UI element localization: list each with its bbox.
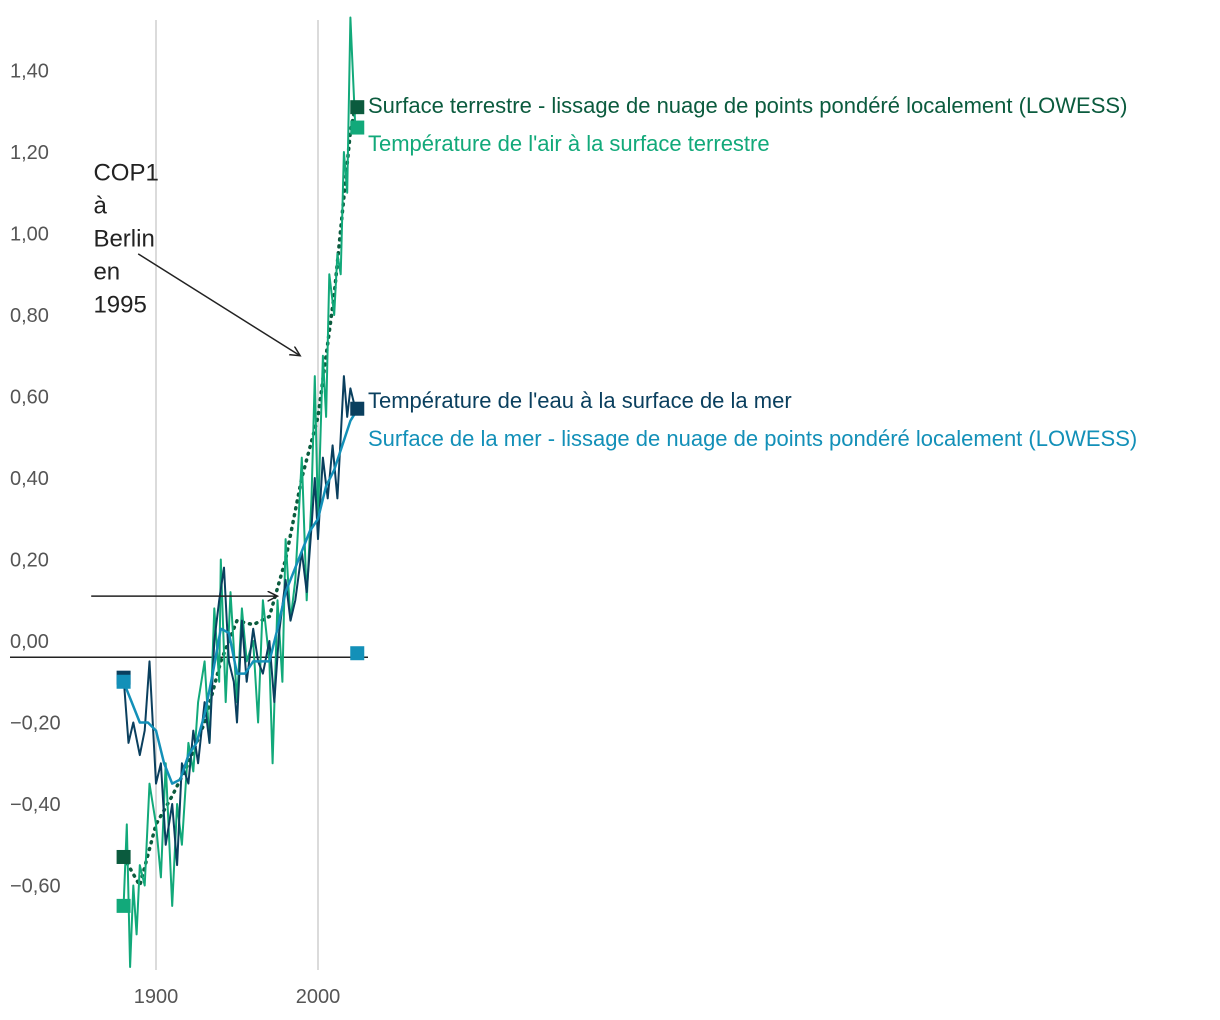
y-tick-label: 0,20 <box>10 550 49 572</box>
series-lines <box>121 16 358 968</box>
series-line-1 <box>122 16 357 968</box>
y-tick-label: 1,00 <box>10 224 49 246</box>
series-markers <box>116 100 365 913</box>
series-line-2 <box>122 375 357 867</box>
series-line-3 <box>122 411 357 785</box>
y-tick-label: −0,20 <box>10 713 61 735</box>
series-start-marker-0 <box>116 849 131 864</box>
x-tick-label: 1900 <box>134 986 179 1008</box>
y-tick-label: 0,80 <box>10 305 49 327</box>
y-tick-label: 1,40 <box>10 61 49 83</box>
legend-label-3: Surface de la mer - lissage de nuage de … <box>368 426 1137 451</box>
series-end-marker-0 <box>350 100 365 115</box>
y-tick-label: 0,60 <box>10 387 49 409</box>
legend-label-2: Température de l'eau à la surface de la … <box>368 388 792 413</box>
y-axis: 1,40 1,20 1,00 0,80 0,60 0,40 0,20 0,00 −0,20 −0,… <box>10 61 61 898</box>
annotations: COP1 à Berlin en 1995 <box>91 159 300 596</box>
legend-label-0: Surface terrestre - lissage de nuage de … <box>368 93 1127 118</box>
series-start-marker-1 <box>116 898 131 913</box>
series-end-marker-2 <box>350 401 365 416</box>
x-tick-label: 2000 <box>296 986 341 1008</box>
series-start-marker-3 <box>116 674 131 689</box>
legend-label-1: Température de l'air à la surface terres… <box>368 131 770 156</box>
legend: Surface terrestre - lissage de nuage de … <box>368 93 1137 451</box>
series-end-marker-3 <box>350 646 365 661</box>
y-tick-label: 0,40 <box>10 468 49 490</box>
y-tick-label: 1,20 <box>10 142 49 164</box>
annotation-cop1: COP1 à Berlin en 1995 <box>93 159 158 318</box>
x-axis: 1900 2000 <box>134 986 341 1008</box>
y-tick-label: 0,00 <box>10 631 49 653</box>
series-end-marker-1 <box>350 120 365 135</box>
annotation-arrow-cop1 <box>137 253 300 356</box>
y-tick-label: −0,60 <box>10 876 61 898</box>
y-tick-label: −0,40 <box>10 794 61 816</box>
